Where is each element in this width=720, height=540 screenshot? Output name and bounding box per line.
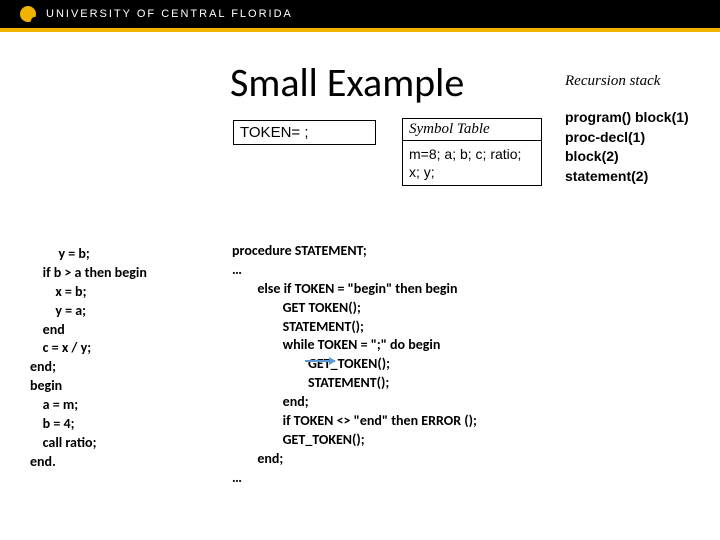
symbol-table: Symbol Table m=8; a; b; c; ratio; x; y; xyxy=(402,118,542,186)
symbol-table-header: Symbol Table xyxy=(402,118,542,141)
symbol-table-body: m=8; a; b; c; ratio; x; y; xyxy=(402,141,542,186)
slide-title: Small Example xyxy=(230,58,464,107)
right-code-block: procedure STATEMENT; … else if TOKEN = "… xyxy=(232,242,477,488)
recursion-stack: Recursion stack program() block(1) proc-… xyxy=(565,73,700,186)
recursion-stack-items: program() block(1) proc-decl(1) block(2)… xyxy=(565,108,700,186)
slide-header: UNIVERSITY OF CENTRAL FLORIDA xyxy=(0,0,720,32)
token-box: TOKEN= ; xyxy=(233,120,376,145)
arrow-icon xyxy=(305,360,335,362)
ucf-logo-icon xyxy=(20,6,36,22)
left-code-block: y = b; if b > a then begin x = b; y = a;… xyxy=(30,245,147,472)
header-org-text: UNIVERSITY OF CENTRAL FLORIDA xyxy=(46,8,293,20)
recursion-stack-header: Recursion stack xyxy=(565,73,700,90)
